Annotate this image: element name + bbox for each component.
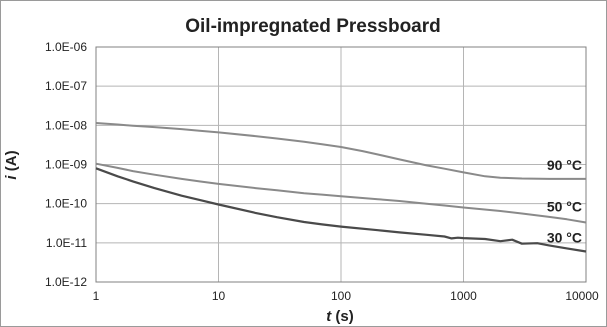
y-axis-unit: (A) bbox=[3, 150, 20, 175]
series-labels: 90 °C 50 °C 30 °C bbox=[547, 157, 582, 246]
x-tick-label: 10000 bbox=[565, 289, 599, 303]
y-tick-label: 1.0E-09 bbox=[45, 158, 87, 172]
y-tick-label: 1.0E-12 bbox=[45, 275, 87, 289]
x-tick-label: 1000 bbox=[450, 289, 477, 303]
y-axis-var: i bbox=[3, 175, 20, 180]
y-tick-label: 1.0E-10 bbox=[45, 197, 87, 211]
y-tick-label: 1.0E-11 bbox=[46, 236, 87, 250]
x-tick-label: 100 bbox=[331, 289, 351, 303]
series-line bbox=[95, 122, 586, 180]
y-axis-label: i (A) bbox=[3, 150, 20, 179]
x-tick-label: 1 bbox=[93, 289, 100, 303]
x-tick-label: 10 bbox=[212, 289, 226, 303]
x-axis-unit: (s) bbox=[331, 308, 354, 325]
y-tick-label: 1.0E-07 bbox=[45, 79, 87, 93]
chart-title: Oil-impregnated Pressboard bbox=[185, 16, 441, 37]
series-label: 30 °C bbox=[547, 230, 582, 246]
series-label: 50 °C bbox=[547, 199, 582, 215]
x-axis-label: t (s) bbox=[326, 308, 354, 325]
series-group bbox=[95, 122, 587, 253]
x-tick-labels: 1 10 100 1000 10000 bbox=[93, 289, 599, 303]
y-tick-labels: 1.0E-06 1.0E-07 1.0E-08 1.0E-09 1.0E-10 1.0E-… bbox=[45, 40, 87, 289]
series-line bbox=[95, 162, 587, 224]
series-line bbox=[95, 167, 587, 253]
series-label: 90 °C bbox=[547, 157, 582, 173]
grid bbox=[95, 46, 587, 283]
x-axis-var: t bbox=[326, 308, 332, 325]
y-tick-label: 1.0E-08 bbox=[45, 118, 87, 132]
y-tick-label: 1.0E-06 bbox=[45, 40, 87, 54]
